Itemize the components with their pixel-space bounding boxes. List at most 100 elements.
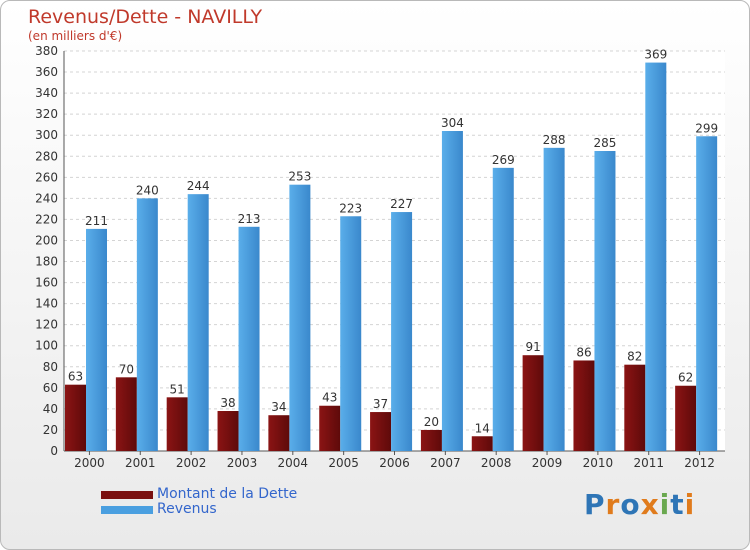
y-tick-label: 160	[35, 276, 58, 290]
legend-swatch-revenus	[101, 505, 153, 514]
bar-dette	[268, 415, 290, 451]
data-label-revenus: 244	[187, 179, 210, 193]
y-tick-label: 60	[43, 381, 58, 395]
x-tick-label: 2010	[583, 456, 614, 470]
data-label-revenus: 240	[136, 183, 159, 197]
x-tick-label: 2012	[684, 456, 715, 470]
bar-revenus	[340, 216, 362, 451]
x-tick-label: 2006	[379, 456, 410, 470]
data-label-revenus: 227	[390, 197, 413, 211]
bar-revenus	[594, 151, 616, 451]
x-tick-label: 2000	[74, 456, 105, 470]
y-tick-label: 260	[35, 170, 58, 184]
legend-label-dette: Montant de la Dette	[157, 486, 298, 502]
bar-dette	[319, 405, 341, 451]
data-label-dette: 14	[475, 421, 490, 435]
bar-revenus	[289, 184, 311, 451]
data-label-revenus: 211	[85, 214, 108, 228]
logo-letter: t	[670, 488, 685, 521]
data-label-dette: 63	[68, 370, 83, 384]
bar-dette	[573, 360, 595, 451]
data-label-dette: 70	[119, 362, 134, 376]
y-tick-label: 320	[35, 107, 58, 121]
bar-dette	[166, 397, 188, 451]
data-label-dette: 86	[576, 345, 591, 359]
data-label-revenus: 213	[238, 212, 261, 226]
y-tick-label: 140	[35, 297, 58, 311]
data-label-revenus: 223	[339, 201, 362, 215]
logo-letter: i	[684, 488, 696, 521]
chart-title: Revenus/Dette - NAVILLY	[28, 6, 263, 28]
bar-dette	[370, 412, 392, 451]
x-tick-label: 2002	[176, 456, 207, 470]
legend: Montant de la Dette Revenus	[101, 487, 297, 517]
y-tick-label: 300	[35, 128, 58, 142]
bar-revenus	[238, 226, 260, 451]
x-tick-label: 2003	[227, 456, 258, 470]
y-tick-label: 180	[35, 255, 58, 269]
data-label-revenus: 253	[288, 170, 311, 184]
logo-letter: r	[605, 488, 621, 521]
data-label-revenus: 285	[594, 136, 617, 150]
y-tick-label: 220	[35, 212, 58, 226]
y-tick-label: 80	[43, 360, 58, 374]
logo-letter: x	[640, 488, 660, 521]
data-label-dette: 91	[525, 340, 540, 354]
data-label-dette: 38	[220, 396, 235, 410]
bar-revenus	[391, 212, 413, 451]
y-tick-label: 0	[50, 444, 58, 458]
logo-letter: o	[620, 488, 641, 521]
data-label-dette: 34	[271, 400, 286, 414]
logo-letter: i	[659, 488, 671, 521]
bar-dette	[115, 377, 137, 451]
y-tick-label: 40	[43, 402, 58, 416]
x-tick-label: 2007	[430, 456, 461, 470]
chart-subtitle: (en milliers d'€)	[28, 29, 123, 43]
x-tick-label: 2005	[328, 456, 359, 470]
bar-dette	[217, 411, 239, 451]
bar-revenus	[86, 228, 107, 451]
legend-swatch-dette	[101, 490, 153, 499]
bar-revenus	[645, 62, 667, 451]
x-tick-label: 2011	[633, 456, 664, 470]
bar-revenus	[492, 167, 514, 451]
bar-revenus	[136, 198, 158, 451]
legend-label-revenus: Revenus	[157, 501, 217, 517]
logo-letter: P	[584, 488, 606, 521]
bar-dette	[471, 436, 493, 451]
bar-dette	[420, 429, 442, 451]
proxiti-logo: Proxiti	[584, 488, 695, 521]
data-label-dette: 82	[627, 350, 642, 364]
legend-item-revenus: Revenus	[101, 502, 297, 517]
data-label-revenus: 304	[441, 116, 464, 130]
bar-dette	[522, 355, 544, 451]
data-label-revenus: 299	[695, 121, 718, 135]
bar-dette	[65, 384, 86, 451]
y-tick-label: 100	[35, 339, 58, 353]
y-tick-label: 20	[43, 423, 58, 437]
bar-revenus	[441, 131, 463, 451]
y-tick-label: 200	[35, 233, 58, 247]
data-label-dette: 43	[322, 391, 337, 405]
data-label-revenus: 269	[492, 153, 515, 167]
y-tick-label: 340	[35, 86, 58, 100]
data-label-dette: 62	[678, 371, 693, 385]
bar-dette	[675, 385, 697, 451]
x-tick-label: 2009	[532, 456, 563, 470]
data-label-revenus: 369	[644, 48, 667, 62]
bar-revenus	[543, 147, 565, 451]
x-tick-label: 2001	[125, 456, 156, 470]
data-label-dette: 37	[373, 397, 388, 411]
y-tick-label: 120	[35, 318, 58, 332]
y-tick-label: 280	[35, 149, 58, 163]
bar-dette	[624, 364, 646, 451]
data-label-dette: 51	[170, 382, 185, 396]
data-label-dette: 20	[424, 415, 439, 429]
y-tick-label: 360	[35, 65, 58, 79]
x-tick-label: 2008	[481, 456, 512, 470]
data-label-revenus: 288	[543, 133, 566, 147]
legend-item-dette: Montant de la Dette	[101, 487, 297, 502]
bar-revenus	[696, 136, 718, 451]
